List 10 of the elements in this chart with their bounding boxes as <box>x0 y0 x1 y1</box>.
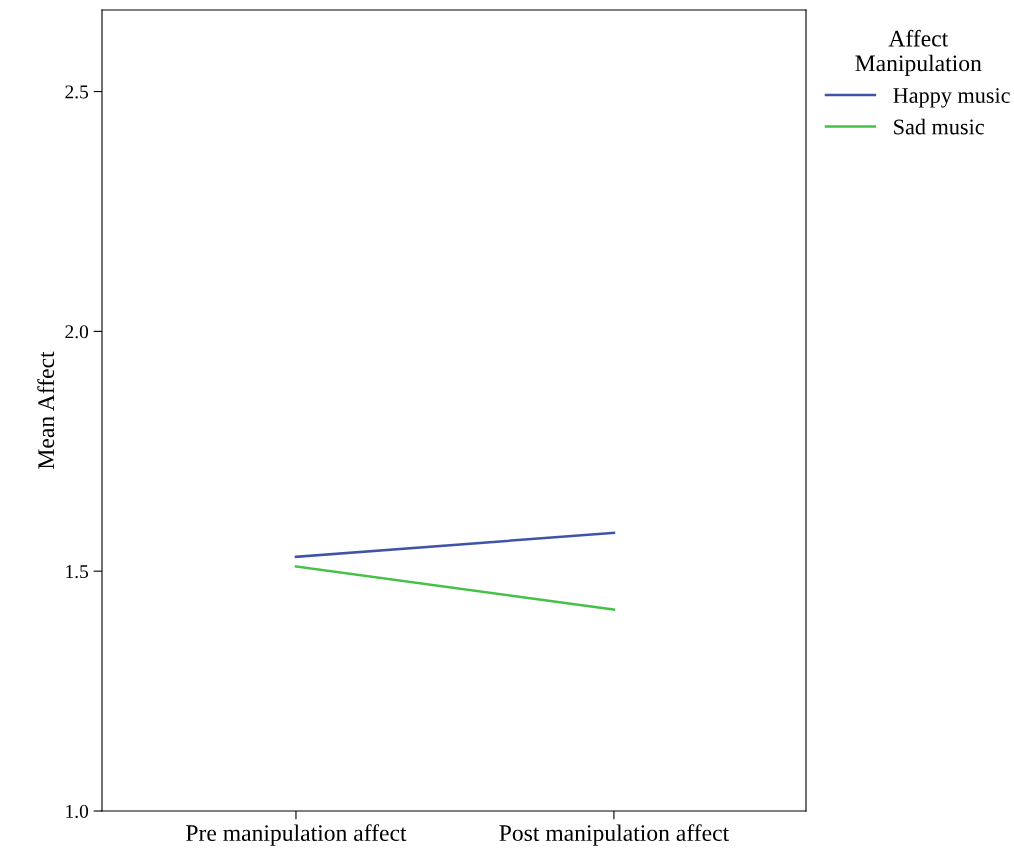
y-tick-label: 2.0 <box>65 325 89 339</box>
y-tick-label: 2.5 <box>65 85 89 99</box>
y-tick-label: 1.0 <box>66 804 89 819</box>
legend-label: Sad music <box>894 118 984 135</box>
y-tick-label: 1.5 <box>66 565 89 579</box>
y-axis-title: Mean Affect <box>37 351 55 469</box>
legend-title: Affect Manipulation <box>855 29 982 77</box>
x-tick-label: Pre manipulation affect <box>186 824 407 846</box>
legend-label: Happy music <box>893 88 1010 108</box>
x-tick-label: Post manipulation affect <box>499 824 729 846</box>
